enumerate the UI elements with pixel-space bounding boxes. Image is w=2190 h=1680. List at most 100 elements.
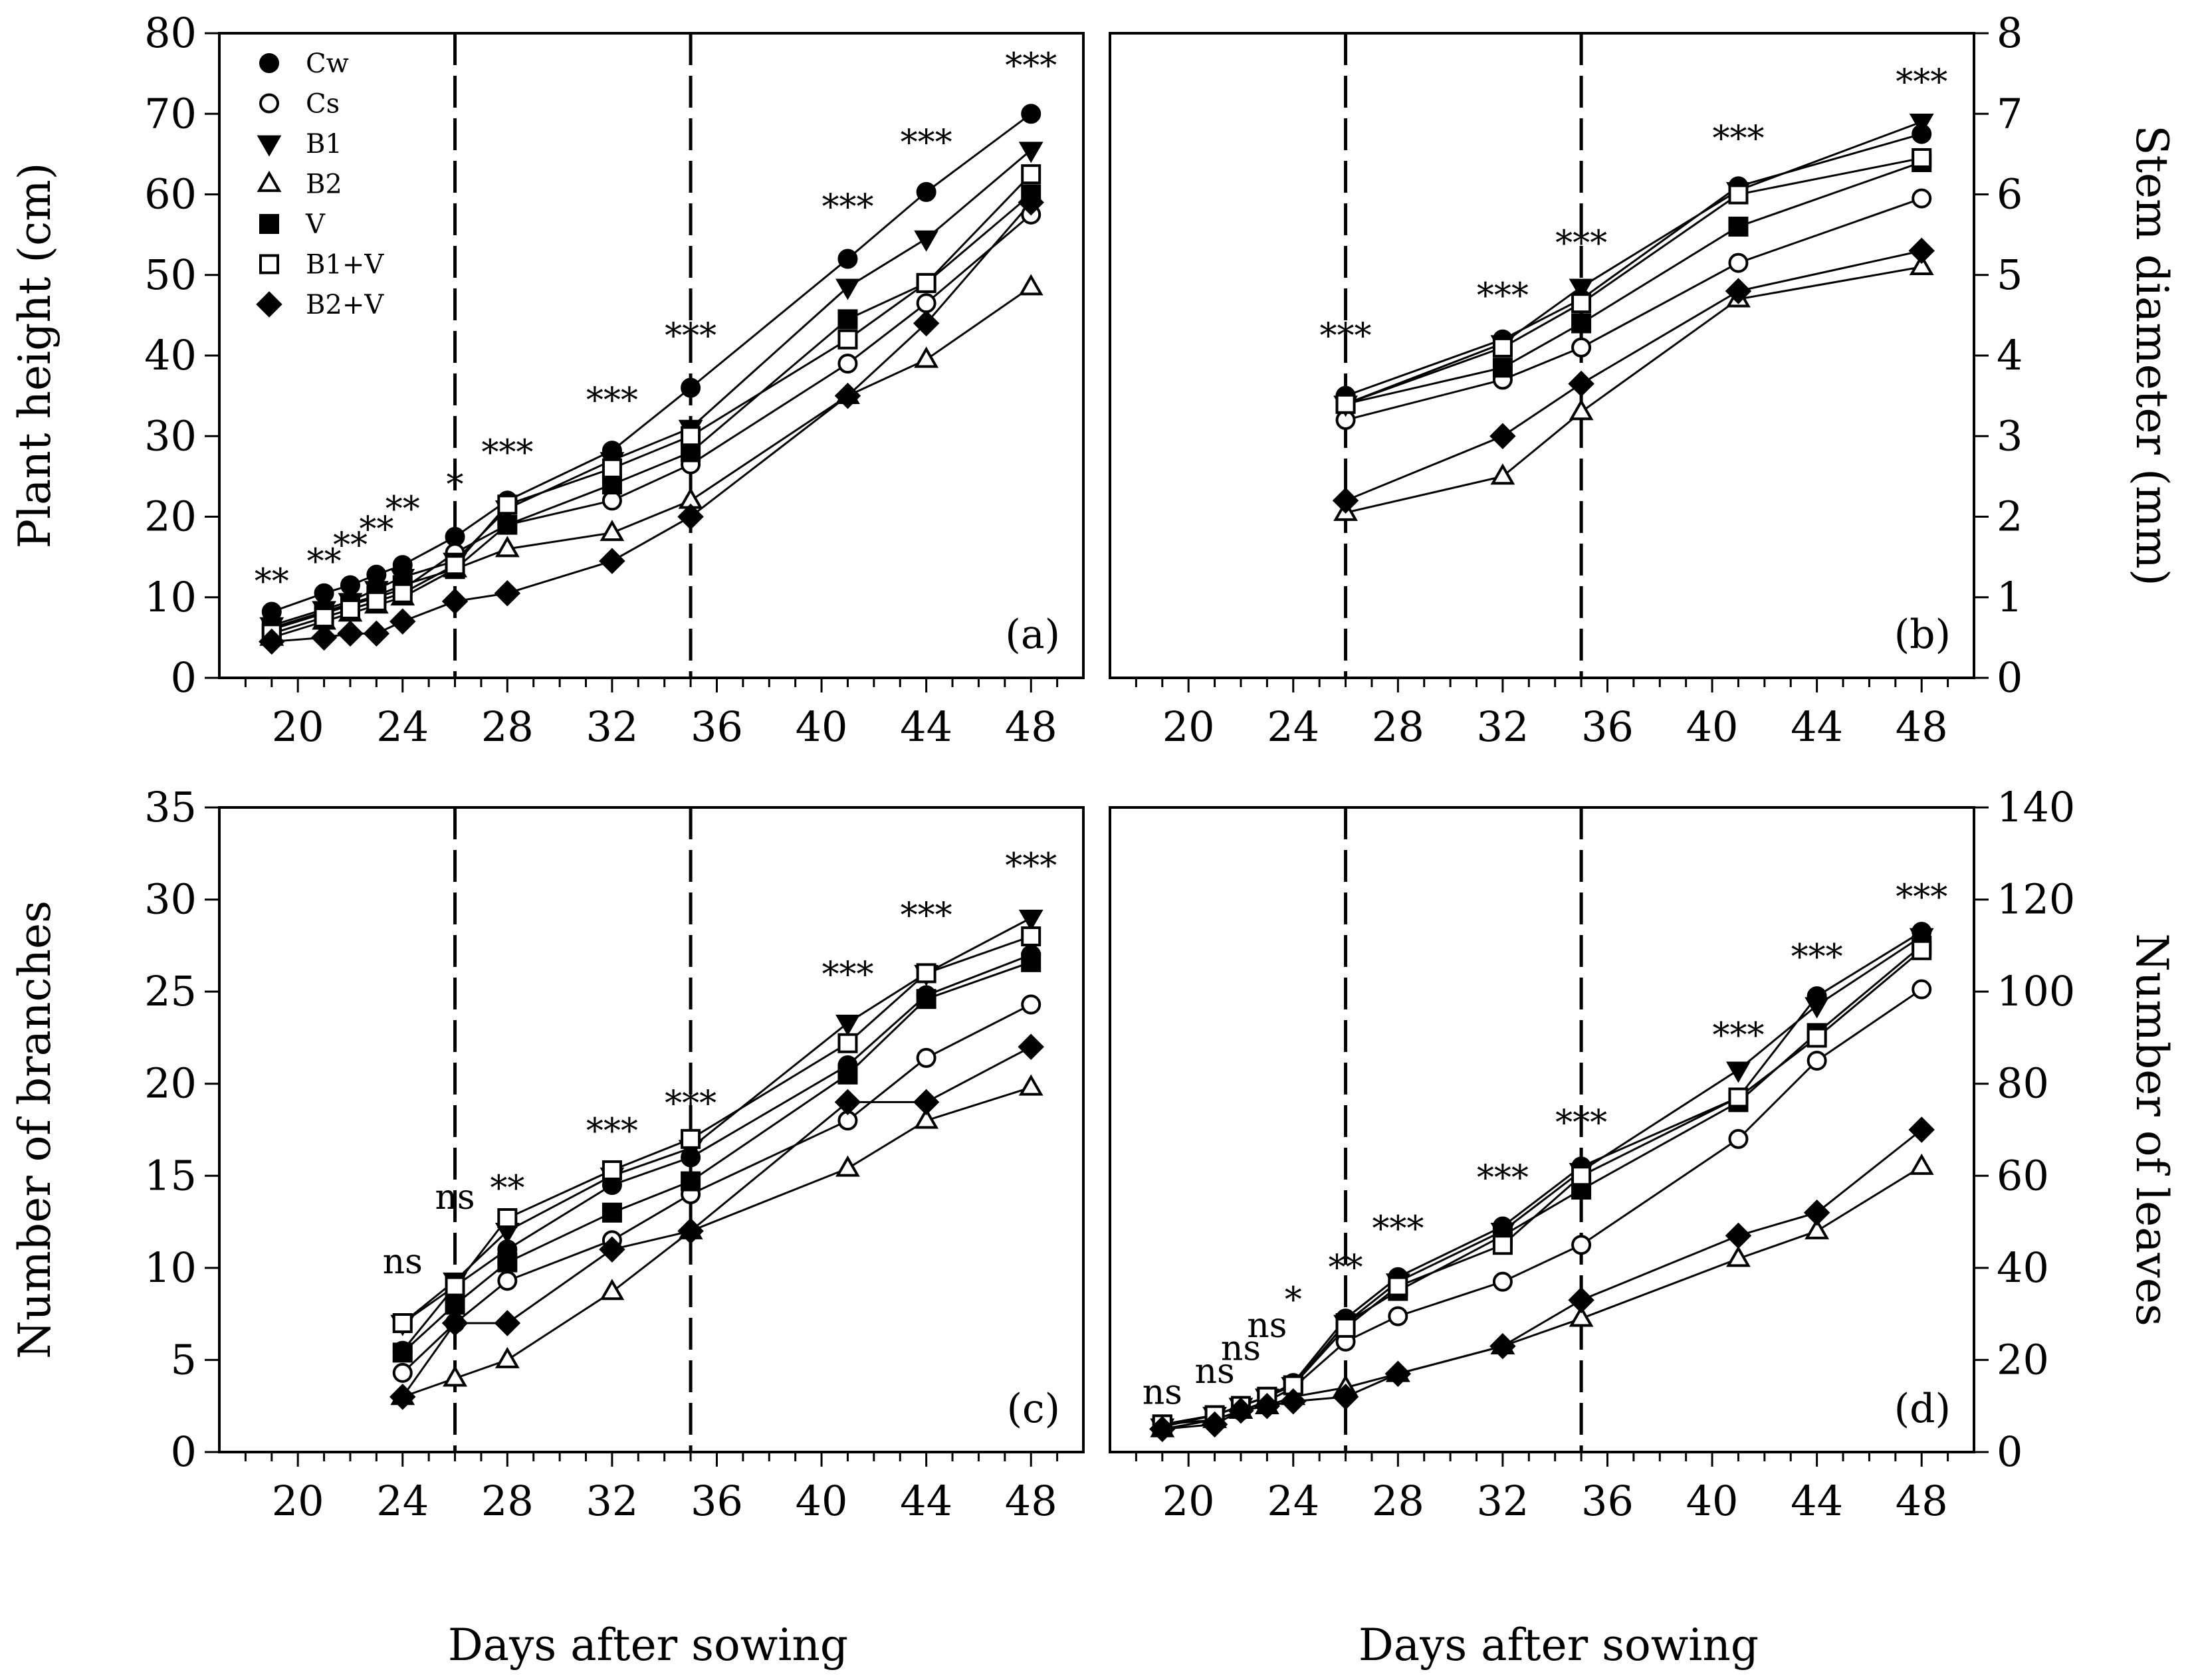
x-tick-label: 40 — [796, 1477, 848, 1525]
significance-label: ns — [1247, 1306, 1287, 1346]
significance-label: ** — [1329, 1248, 1363, 1288]
point-b2-plus-v — [441, 588, 469, 615]
point-b1 — [1018, 142, 1043, 163]
x-tick-label: 40 — [1686, 702, 1739, 751]
point-b1 — [1018, 909, 1043, 931]
point-b2-plus-v — [1803, 1199, 1830, 1226]
series-line-cs — [401, 1003, 1032, 1374]
y-tick-label: 20 — [1997, 1335, 2049, 1384]
legend-label-b2: B2 — [306, 169, 342, 200]
point-b2-plus-v — [494, 1310, 521, 1336]
significance-label: *** — [1712, 1015, 1764, 1055]
point-cs — [1728, 1128, 1749, 1149]
x-tick-label: 48 — [1896, 1477, 1948, 1525]
series-line-b1-plus-v — [1345, 157, 1922, 405]
point-b2 — [1726, 1245, 1751, 1267]
x-tick-label: 20 — [272, 1477, 324, 1525]
point-b2-plus-v — [834, 1089, 861, 1116]
x-tick-label: 24 — [1267, 702, 1319, 751]
series-line-b2-plus-v — [1162, 1128, 1923, 1430]
point-b2 — [443, 1365, 467, 1387]
series-line-b2 — [402, 1086, 1032, 1398]
point-b2-plus-v — [1018, 1033, 1044, 1061]
significance-label: *** — [1320, 316, 1372, 356]
significance-label: *** — [1712, 119, 1764, 159]
point-b2-plus-v — [1228, 1397, 1254, 1424]
point-b1 — [914, 230, 939, 252]
point-b1-plus-v — [1335, 1317, 1356, 1338]
point-b1-plus-v — [1571, 293, 1592, 314]
point-b2-plus-v — [389, 608, 416, 635]
legend-marker-b1-plus-v — [259, 254, 279, 274]
point-cs — [497, 1271, 518, 1291]
point-b1-plus-v — [916, 963, 936, 984]
point-b2 — [1569, 1305, 1594, 1327]
y-tick-label: 8 — [1997, 9, 2023, 57]
point-b2-plus-v — [1908, 1116, 1935, 1143]
significance-label: *** — [1477, 276, 1529, 316]
significance-label: *** — [1372, 1209, 1424, 1249]
y-tick-label: 30 — [144, 875, 197, 924]
y-tick-label: 50 — [144, 251, 197, 299]
point-b1-plus-v — [1912, 148, 1932, 168]
x-tick-label: 20 — [1162, 1477, 1215, 1525]
point-v — [497, 514, 518, 535]
y-tick-label: 20 — [144, 492, 197, 541]
series-line-cs — [1345, 197, 1922, 421]
y-tick-label: 35 — [144, 783, 197, 831]
y-tick-label: 20 — [144, 1059, 197, 1108]
significance-label: *** — [665, 1084, 716, 1124]
point-cs — [1912, 188, 1932, 209]
series-line-cw — [401, 954, 1032, 1352]
x-tick-label: 44 — [900, 1477, 952, 1525]
y-tick-label: 1 — [1997, 573, 2023, 621]
legend-marker-v — [259, 214, 279, 234]
x-tick-label: 24 — [1267, 1477, 1319, 1525]
point-b2-plus-v — [1332, 1384, 1359, 1410]
x-tick-label: 48 — [1896, 702, 1948, 751]
y-tick-label: 120 — [1997, 875, 2075, 924]
significance-label: *** — [1896, 877, 1947, 917]
point-v — [916, 989, 936, 1009]
point-b1-plus-v — [314, 607, 334, 628]
y-axis-title: Number of leaves — [2126, 933, 2177, 1326]
legend-marker-b1 — [257, 135, 282, 157]
point-b2 — [600, 1279, 625, 1301]
point-b1 — [1726, 1061, 1751, 1083]
point-v — [1571, 313, 1592, 334]
point-cw — [314, 583, 334, 603]
y-tick-label: 100 — [1997, 967, 2075, 1015]
plot-frame — [1109, 806, 1975, 1453]
point-b2 — [1569, 399, 1594, 421]
point-cs — [1571, 1235, 1592, 1255]
y-tick-label: 60 — [144, 170, 197, 219]
point-cs — [1807, 1051, 1827, 1071]
point-b1-plus-v — [392, 583, 413, 603]
legend-label-cw: Cw — [306, 49, 349, 79]
point-b2-plus-v — [337, 620, 364, 647]
significance-label: * — [1285, 1281, 1302, 1320]
point-b1-plus-v — [681, 1128, 701, 1149]
point-b2 — [1018, 274, 1043, 296]
significance-label: ns — [383, 1242, 423, 1282]
series-line-b1 — [401, 916, 1032, 1324]
point-cw — [1021, 104, 1041, 124]
legend-label-b2-plus-v: B2+V — [306, 290, 384, 320]
significance-label: *** — [1005, 846, 1057, 886]
y-tick-label: 10 — [144, 1243, 197, 1292]
significance-label: *** — [481, 433, 533, 473]
significance-label: *** — [821, 955, 873, 995]
x-tick-label: 28 — [481, 1477, 534, 1525]
point-b2-plus-v — [1489, 423, 1516, 449]
point-cs — [1388, 1306, 1408, 1326]
series-line-v — [271, 193, 1032, 629]
y-axis-title: Plant height (cm) — [9, 163, 60, 549]
point-b2-plus-v — [677, 503, 704, 530]
x-tick-label: 44 — [1791, 1477, 1843, 1525]
significance-label: ** — [307, 542, 342, 581]
point-cw — [837, 249, 858, 269]
significance-label: *** — [1896, 62, 1947, 102]
point-b1-plus-v — [1728, 184, 1749, 205]
point-v — [602, 474, 622, 494]
point-v — [681, 442, 701, 463]
